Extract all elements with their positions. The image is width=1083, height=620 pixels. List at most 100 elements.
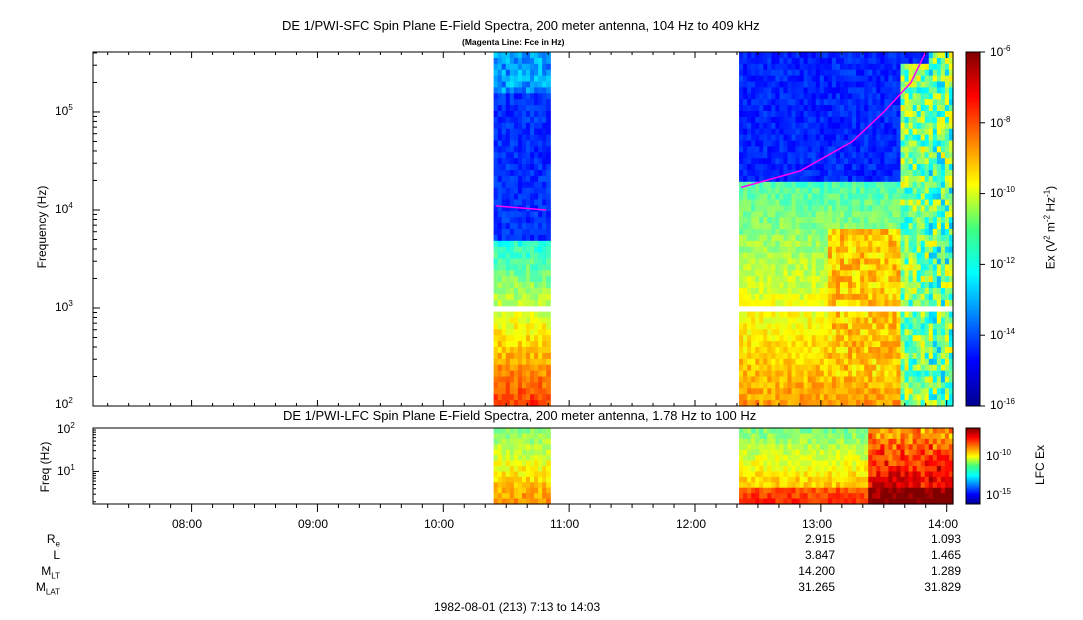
sfc-cell xyxy=(799,358,805,366)
sfc-cell xyxy=(775,52,781,59)
sfc-cell xyxy=(904,299,910,307)
lfc-cell xyxy=(799,444,805,451)
sfc-cell xyxy=(844,205,849,212)
lfc-cell xyxy=(771,428,776,435)
sfc-cell xyxy=(880,246,885,254)
sfc-cell xyxy=(755,382,760,389)
sfc-cell xyxy=(888,175,894,183)
sfc-cell xyxy=(501,394,507,401)
sfc-cell xyxy=(759,258,764,265)
sfc-cell xyxy=(835,370,841,378)
sfc-cell xyxy=(803,400,809,407)
sfc-cell xyxy=(759,63,764,71)
sfc-cell xyxy=(501,352,507,360)
sfc-cell xyxy=(815,199,821,206)
sfc-cell xyxy=(530,187,535,195)
lfc-cell xyxy=(835,444,841,451)
sfc-cell xyxy=(924,317,930,324)
sfc-cell xyxy=(844,223,849,230)
sfc-cell xyxy=(497,264,503,271)
sfc-cell xyxy=(779,347,785,354)
lfc-cell xyxy=(844,428,849,435)
sfc-cell xyxy=(916,187,922,195)
sfc-cell xyxy=(880,382,885,389)
lfc-cell xyxy=(799,433,805,440)
sfc-cell xyxy=(791,388,797,395)
sfc-cell xyxy=(783,217,789,224)
sfc-cell xyxy=(868,211,873,218)
sfc-cell xyxy=(791,57,797,65)
sfc-cell xyxy=(521,382,527,389)
sfc-cell xyxy=(521,134,527,142)
lfc-cell xyxy=(771,476,776,483)
sfc-cell xyxy=(904,81,910,88)
sfc-cell xyxy=(791,400,797,407)
sfc-cell xyxy=(755,175,760,183)
lfc-cell xyxy=(513,471,519,478)
sfc-cell xyxy=(497,75,503,83)
sfc-cell xyxy=(783,75,789,83)
sfc-cell xyxy=(819,187,825,195)
sfc-cell xyxy=(771,358,776,366)
sfc-cell xyxy=(779,187,785,195)
sfc-cell xyxy=(497,223,503,230)
sfc-cell xyxy=(803,323,809,330)
lfc-cell xyxy=(827,482,833,489)
sfc-cell xyxy=(771,75,776,83)
sfc-cell xyxy=(872,282,877,289)
sfc-cell xyxy=(868,234,873,242)
lfc-cell xyxy=(864,498,869,505)
sfc-cell xyxy=(521,258,527,265)
lfc-cell xyxy=(892,444,898,451)
sfc-cell xyxy=(932,181,938,189)
lfc-cell xyxy=(831,493,837,500)
lfc-cell xyxy=(848,433,853,440)
sfc-cell xyxy=(803,264,809,271)
lfc-cell xyxy=(896,433,902,440)
sfc-cell xyxy=(928,252,934,260)
sfc-cell xyxy=(835,52,841,59)
sfc-cell xyxy=(743,87,748,94)
sfc-cell xyxy=(924,370,930,378)
sfc-cell xyxy=(530,81,535,88)
lfc-cell xyxy=(944,466,950,473)
sfc-cell xyxy=(739,341,744,348)
sfc-cell xyxy=(493,158,499,165)
lfc-cell xyxy=(513,493,519,500)
sfc-cell xyxy=(920,111,926,118)
sfc-cell xyxy=(920,128,926,136)
lfc-cell xyxy=(868,476,873,483)
sfc-cell xyxy=(739,276,744,283)
sfc-cell xyxy=(509,52,515,59)
sfc-cell xyxy=(751,152,756,159)
sfc-cell xyxy=(811,400,817,407)
sfc-cell xyxy=(791,282,797,289)
sfc-cell xyxy=(771,299,776,307)
sfc-cell xyxy=(944,293,950,301)
sfc-cell xyxy=(944,223,950,230)
sfc-cell xyxy=(920,335,926,342)
lfc-cell xyxy=(856,466,861,473)
sfc-cell xyxy=(771,246,776,254)
sfc-cell xyxy=(848,317,853,324)
sfc-cell xyxy=(908,382,914,389)
sfc-cell xyxy=(521,252,527,260)
sfc-cell xyxy=(860,352,865,360)
sfc-cell xyxy=(807,276,813,283)
lfc-cell xyxy=(860,493,865,500)
sfc-cell xyxy=(546,57,551,65)
sfc-cell xyxy=(892,175,898,183)
sfc-cell xyxy=(534,217,539,224)
sfc-cell xyxy=(739,329,744,336)
sfc-cell xyxy=(944,57,950,65)
sfc-cell xyxy=(743,282,748,289)
lfc-cell xyxy=(920,493,926,500)
lfc-cell xyxy=(912,444,918,451)
sfc-cell xyxy=(783,258,789,265)
lfc-cell xyxy=(751,466,756,473)
lfc-cell xyxy=(791,493,797,500)
lfc-cell xyxy=(779,455,785,462)
sfc-cell xyxy=(940,252,946,260)
sfc-cell xyxy=(783,347,789,354)
sfc-cell xyxy=(538,223,543,230)
